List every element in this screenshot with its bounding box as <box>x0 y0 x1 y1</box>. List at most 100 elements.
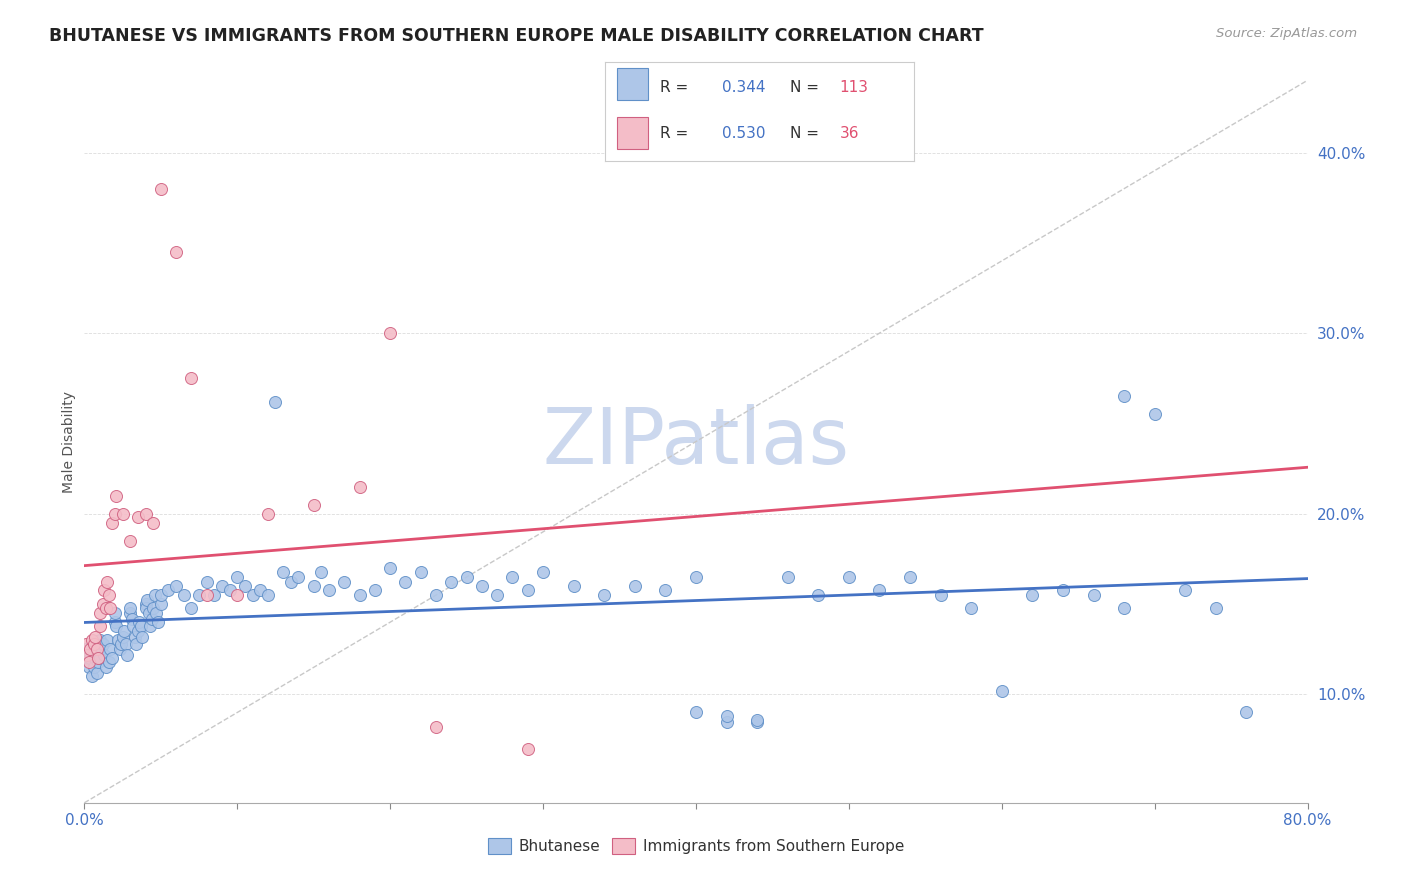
Point <box>87 651 110 665</box>
Point <box>1114 600 1136 615</box>
Point <box>211 579 233 593</box>
Point <box>380 561 402 575</box>
Point <box>425 588 447 602</box>
Point <box>249 582 271 597</box>
Text: Source: ZipAtlas.com: Source: ZipAtlas.com <box>1216 27 1357 40</box>
Point <box>654 582 676 597</box>
Point <box>173 588 195 602</box>
Point <box>425 720 447 734</box>
Point <box>456 570 478 584</box>
Point <box>80 669 103 683</box>
Point <box>280 575 302 590</box>
Point <box>86 642 108 657</box>
Point <box>807 588 830 602</box>
Point <box>135 600 157 615</box>
Point <box>122 619 145 633</box>
Point <box>86 665 108 680</box>
Point <box>180 600 202 615</box>
Point <box>79 651 101 665</box>
Point <box>138 606 160 620</box>
Legend: Bhutanese, Immigrants from Southern Europe: Bhutanese, Immigrants from Southern Euro… <box>482 832 910 860</box>
Point <box>271 565 294 579</box>
Point <box>76 648 98 662</box>
Text: 0.344: 0.344 <box>723 80 766 95</box>
Point <box>127 624 149 639</box>
Point <box>75 637 97 651</box>
Point <box>115 648 138 662</box>
FancyBboxPatch shape <box>617 69 648 100</box>
Point <box>195 575 218 590</box>
Point <box>120 600 142 615</box>
Point <box>101 516 124 530</box>
Point <box>112 624 135 639</box>
Point <box>89 651 111 665</box>
Point <box>98 600 121 615</box>
Point <box>128 615 150 630</box>
Point <box>135 597 157 611</box>
Point <box>776 570 799 584</box>
Point <box>125 637 148 651</box>
Point <box>107 633 129 648</box>
Point <box>226 570 249 584</box>
Point <box>127 510 149 524</box>
Point <box>111 507 134 521</box>
Point <box>394 575 416 590</box>
Point <box>165 244 187 259</box>
Point <box>121 611 143 625</box>
Point <box>93 648 115 662</box>
Y-axis label: Male Disability: Male Disability <box>62 391 76 492</box>
Text: BHUTANESE VS IMMIGRANTS FROM SOUTHERN EUROPE MALE DISABILITY CORRELATION CHART: BHUTANESE VS IMMIGRANTS FROM SOUTHERN EU… <box>49 27 984 45</box>
Text: 0.530: 0.530 <box>723 126 766 141</box>
Point <box>145 606 167 620</box>
Point <box>257 588 280 602</box>
Point <box>218 582 240 597</box>
Point <box>108 642 131 657</box>
Point <box>929 588 952 602</box>
Point <box>96 633 118 648</box>
Point <box>1114 389 1136 403</box>
Point <box>131 630 153 644</box>
Point <box>139 619 162 633</box>
Point <box>195 588 218 602</box>
Point <box>105 489 128 503</box>
Point <box>141 611 163 625</box>
Point <box>188 588 211 602</box>
Point <box>960 600 983 615</box>
Point <box>1083 588 1105 602</box>
Point <box>302 579 325 593</box>
Point <box>1205 600 1227 615</box>
Point <box>90 642 112 657</box>
Point <box>318 582 340 597</box>
Point <box>242 588 264 602</box>
Point <box>685 706 707 720</box>
Point <box>149 588 172 602</box>
Point <box>89 633 111 648</box>
Point <box>120 606 142 620</box>
Point <box>110 637 132 651</box>
Point <box>502 570 524 584</box>
Point <box>97 588 120 602</box>
Point <box>257 507 280 521</box>
Point <box>149 181 172 195</box>
FancyBboxPatch shape <box>617 118 648 149</box>
Point <box>136 593 159 607</box>
Point <box>157 582 180 597</box>
Point <box>593 588 616 602</box>
Point <box>129 619 152 633</box>
Point <box>135 507 157 521</box>
Point <box>142 600 165 615</box>
Point <box>747 714 769 729</box>
Text: N =: N = <box>790 126 824 141</box>
Text: R =: R = <box>661 80 693 95</box>
Point <box>80 633 103 648</box>
Point <box>94 660 117 674</box>
Point <box>1236 706 1258 720</box>
Point <box>76 651 98 665</box>
Point <box>716 709 738 723</box>
Point <box>84 651 107 665</box>
Point <box>869 582 891 597</box>
Point <box>104 615 127 630</box>
Point <box>202 588 225 602</box>
Point <box>440 575 463 590</box>
Point <box>77 655 100 669</box>
